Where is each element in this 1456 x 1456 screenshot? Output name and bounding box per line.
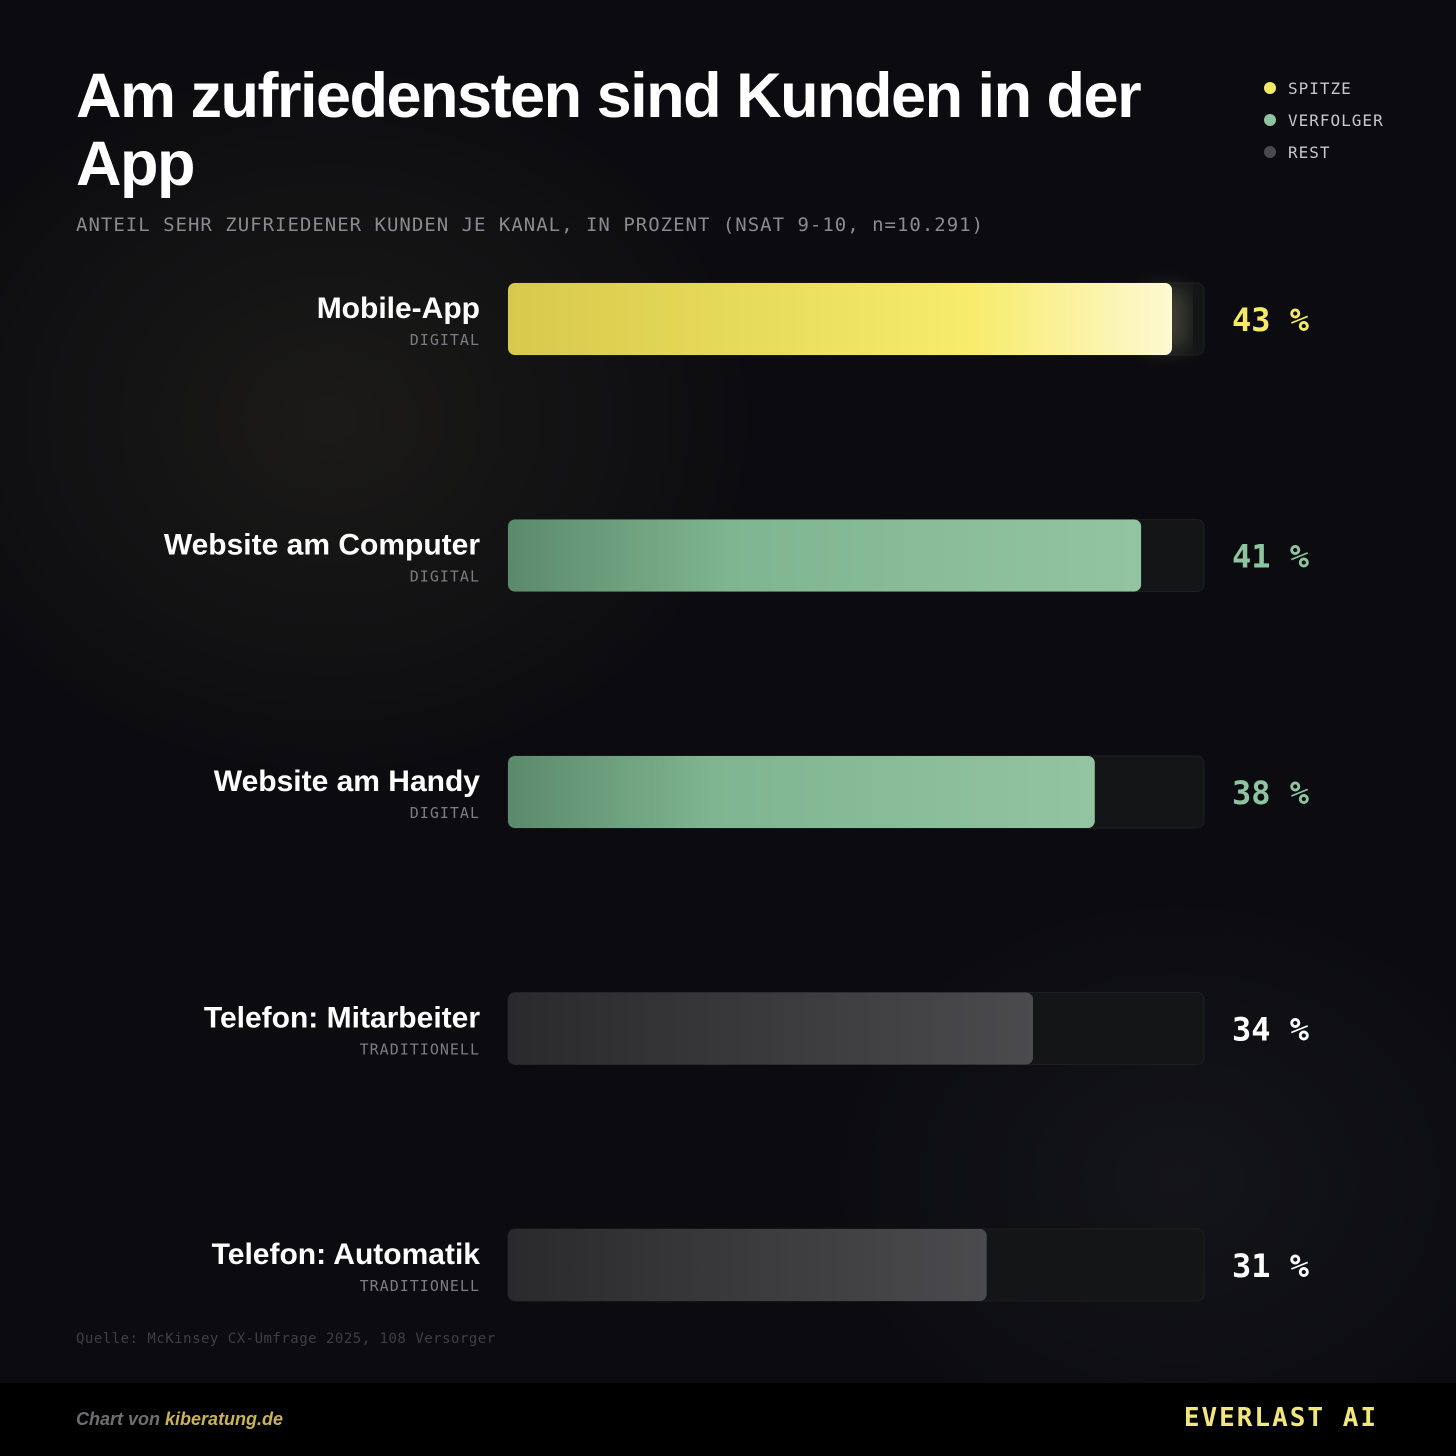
category-label: Mobile-App [317,292,480,325]
footer: Chart von kiberatung.de EVERLAST AI [0,1383,1456,1456]
bar-row-4: Telefon: Mitarbeiter TRADITIONELL 34 % [204,992,1310,1065]
value-label: 38 % [1232,774,1310,812]
bar [508,992,1034,1065]
credit: Chart von kiberatung.de [76,1409,283,1430]
legend-dot-verfolger [1264,114,1276,126]
bar [508,1229,987,1301]
value-label: 43 % [1232,301,1310,339]
bars-layer: Mobile-App DIGITAL 43 % Website am Computer… [164,282,1310,1302]
legend: SPITZE VERFOLGER REST [1264,72,1384,168]
bar-row-1: Mobile-App DIGITAL 43 % [317,282,1310,356]
bar-row-2: Website am Computer DIGITAL 41 % [164,519,1310,592]
category-label: Telefon: Automatik [212,1238,481,1271]
bar-row-3: Website am Handy DIGITAL 38 % [214,755,1310,829]
bar [508,283,1172,355]
legend-label-rest: REST [1288,142,1331,162]
legend-item-spitze: SPITZE [1264,72,1384,104]
legend-item-verfolger: VERFOLGER [1264,104,1384,136]
brand-logo: EVERLAST AI [1183,1403,1378,1433]
legend-label-verfolger: VERFOLGER [1288,110,1384,130]
category-label: Website am Handy [214,765,481,798]
source-note: Quelle: McKinsey CX-Umfrage 2025, 108 Ve… [76,1331,496,1347]
legend-label-spitze: SPITZE [1288,78,1352,98]
value-label: 41 % [1232,538,1310,576]
legend-dot-rest [1264,146,1276,158]
value-label: 34 % [1232,1011,1310,1049]
category-label: Website am Computer [164,529,480,562]
group-label: DIGITAL [410,804,480,822]
value-label: 31 % [1232,1247,1310,1285]
chart-title: Am zufriedensten sind Kunden in der App [76,61,1142,199]
category-label: Telefon: Mitarbeiter [204,1002,480,1035]
credit-prefix: Chart von [76,1409,161,1429]
bar-row-5: Telefon: Automatik TRADITIONELL 31 % [212,1228,1310,1302]
bar [508,756,1095,828]
group-label: TRADITIONELL [360,1277,480,1295]
group-label: DIGITAL [410,568,480,586]
chart-subtitle: ANTEIL SEHR ZUFRIEDENER KUNDEN JE KANAL,… [76,214,985,236]
group-label: TRADITIONELL [360,1041,480,1059]
legend-dot-spitze [1264,82,1276,94]
legend-item-rest: REST [1264,136,1384,168]
credit-link[interactable]: kiberatung.de [165,1409,284,1429]
bar [508,519,1142,592]
group-label: DIGITAL [410,331,480,349]
